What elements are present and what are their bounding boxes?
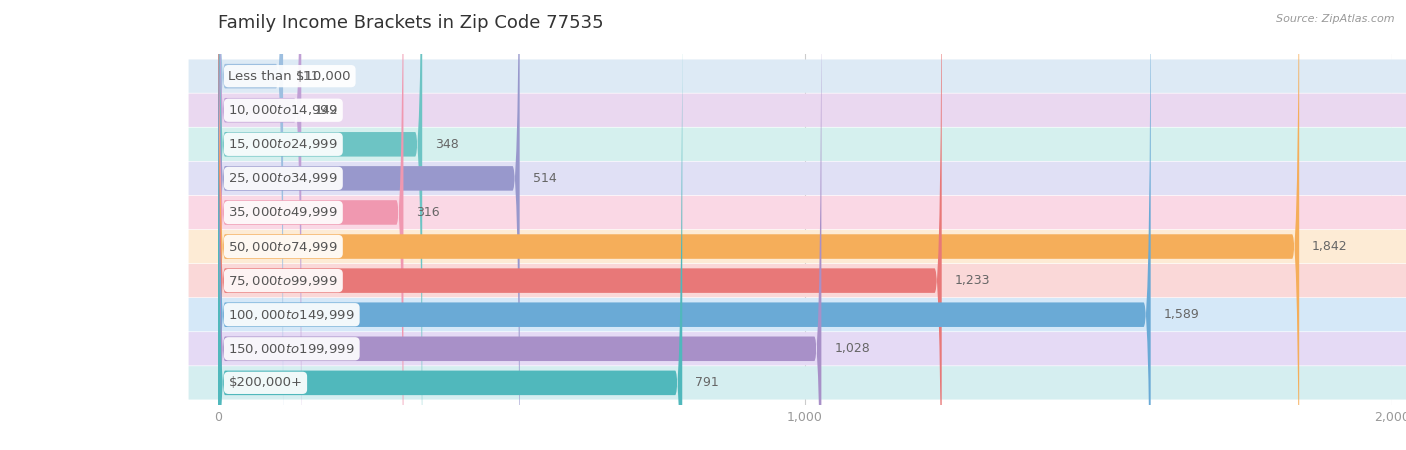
Text: $100,000 to $149,999: $100,000 to $149,999 <box>229 308 356 322</box>
FancyBboxPatch shape <box>188 94 1406 127</box>
FancyBboxPatch shape <box>188 332 1406 365</box>
Text: 1,842: 1,842 <box>1312 240 1348 253</box>
Text: 791: 791 <box>695 376 718 389</box>
Text: Family Income Brackets in Zip Code 77535: Family Income Brackets in Zip Code 77535 <box>218 14 603 32</box>
Text: 1,233: 1,233 <box>955 274 990 287</box>
FancyBboxPatch shape <box>188 196 1406 229</box>
Text: $10,000 to $14,999: $10,000 to $14,999 <box>229 103 339 117</box>
FancyBboxPatch shape <box>188 298 1406 331</box>
Text: $15,000 to $24,999: $15,000 to $24,999 <box>229 137 339 151</box>
Text: $75,000 to $99,999: $75,000 to $99,999 <box>229 274 339 288</box>
Text: $50,000 to $74,999: $50,000 to $74,999 <box>229 239 339 253</box>
FancyBboxPatch shape <box>218 0 422 450</box>
FancyBboxPatch shape <box>218 0 404 450</box>
FancyBboxPatch shape <box>188 264 1406 297</box>
Text: $35,000 to $49,999: $35,000 to $49,999 <box>229 206 339 220</box>
Text: 111: 111 <box>297 70 319 83</box>
Text: 348: 348 <box>434 138 458 151</box>
FancyBboxPatch shape <box>188 230 1406 263</box>
FancyBboxPatch shape <box>218 0 942 450</box>
Text: 1,028: 1,028 <box>834 342 870 355</box>
FancyBboxPatch shape <box>218 0 682 450</box>
FancyBboxPatch shape <box>188 162 1406 195</box>
FancyBboxPatch shape <box>218 0 301 450</box>
FancyBboxPatch shape <box>218 0 1150 450</box>
Text: 1,589: 1,589 <box>1164 308 1199 321</box>
FancyBboxPatch shape <box>218 0 520 450</box>
Text: $200,000+: $200,000+ <box>229 376 302 389</box>
FancyBboxPatch shape <box>188 366 1406 400</box>
FancyBboxPatch shape <box>218 0 1299 450</box>
Text: $150,000 to $199,999: $150,000 to $199,999 <box>229 342 356 356</box>
Text: 316: 316 <box>416 206 440 219</box>
FancyBboxPatch shape <box>218 0 283 450</box>
FancyBboxPatch shape <box>188 59 1406 93</box>
Text: 514: 514 <box>533 172 557 185</box>
FancyBboxPatch shape <box>218 0 821 450</box>
FancyBboxPatch shape <box>188 128 1406 161</box>
Text: $25,000 to $34,999: $25,000 to $34,999 <box>229 171 339 185</box>
Text: Source: ZipAtlas.com: Source: ZipAtlas.com <box>1277 14 1395 23</box>
Text: 142: 142 <box>314 104 337 117</box>
Text: Less than $10,000: Less than $10,000 <box>229 70 352 83</box>
